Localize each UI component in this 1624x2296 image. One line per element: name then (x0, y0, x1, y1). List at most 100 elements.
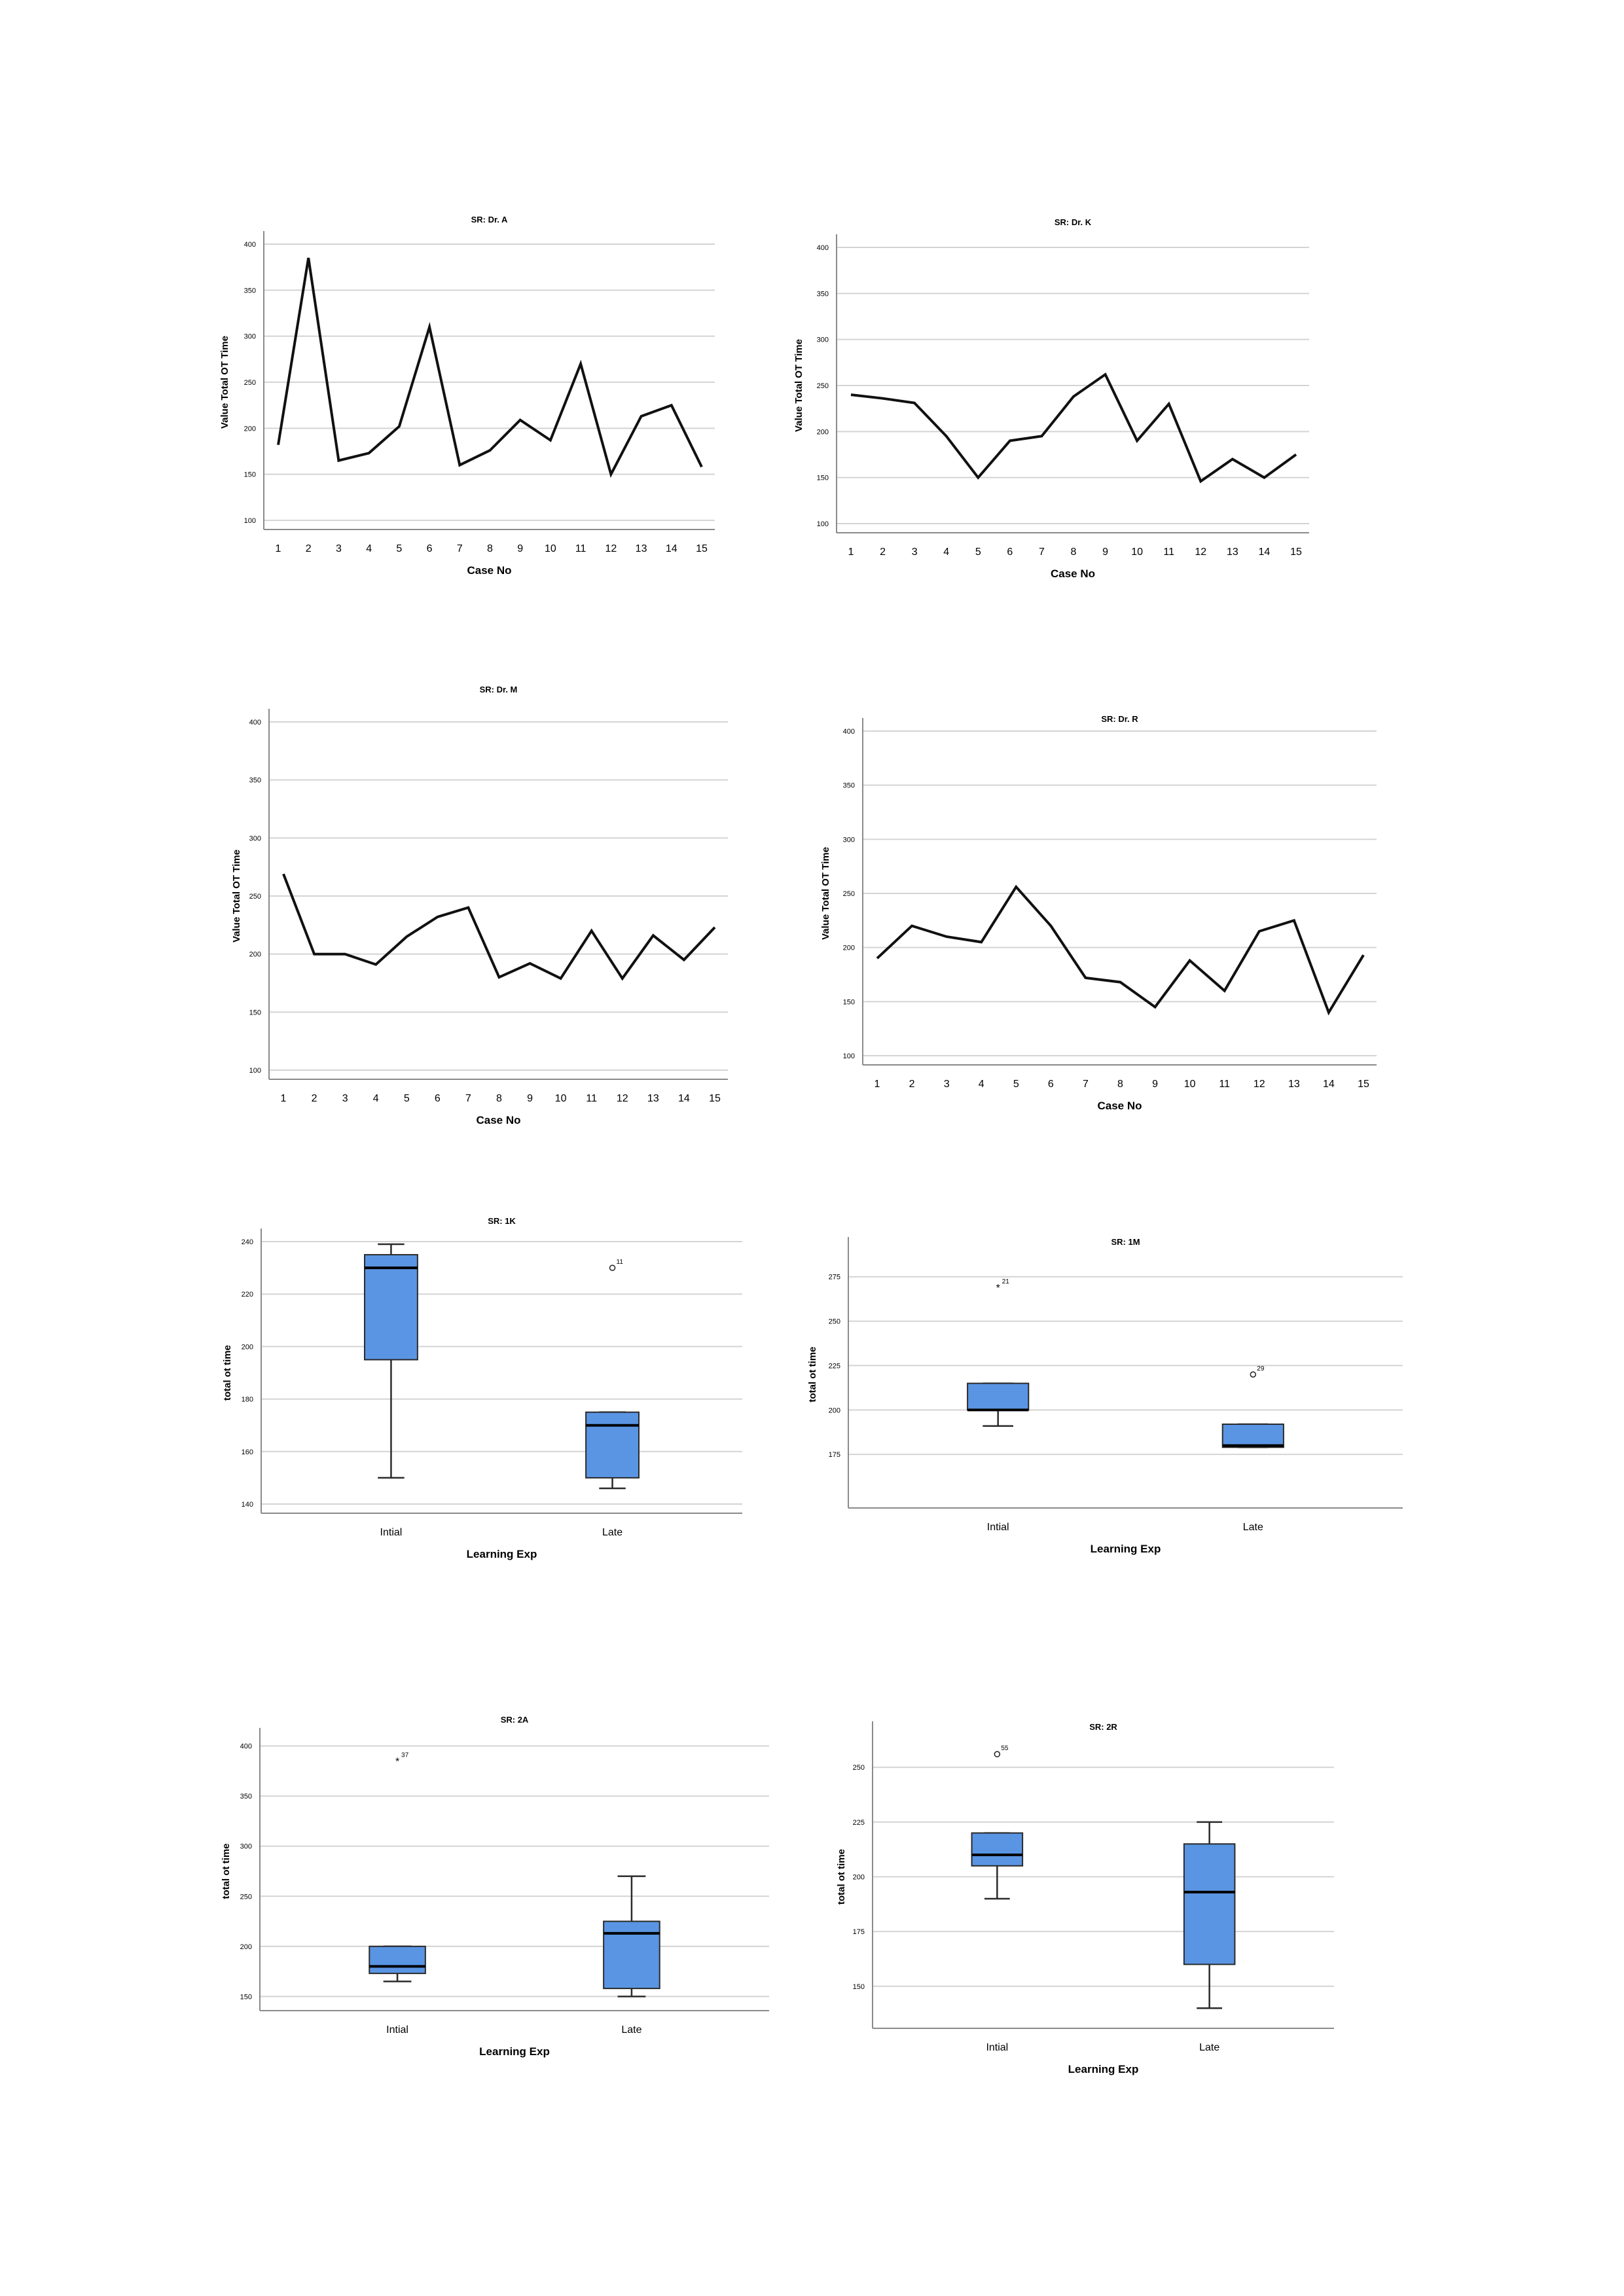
outlier-label: 37 (401, 1752, 409, 1759)
series-line (850, 372, 1297, 484)
x-tick-label: 2 (312, 1093, 317, 1104)
y-tick-label: 175 (829, 1451, 840, 1459)
outlier-point (1250, 1371, 1257, 1378)
y-tick-label: 200 (829, 1407, 840, 1414)
y-tick-label: 150 (817, 475, 829, 482)
y-tick-label: 100 (843, 1052, 855, 1060)
x-axis-label: Learning Exp (1091, 1543, 1161, 1555)
x-tick-label: 10 (545, 543, 556, 554)
box-late (1183, 1821, 1236, 2009)
y-tick-label: 300 (240, 1843, 252, 1851)
x-tick-label: Intial (986, 2042, 1008, 2053)
x-tick-label: 3 (944, 1079, 950, 1090)
y-tick-label: 150 (853, 1983, 865, 1991)
box-intial: 55 (971, 1745, 1024, 1900)
x-tick-label: 15 (1358, 1079, 1369, 1090)
x-tick-label: 11 (1219, 1079, 1230, 1090)
outlier-point (994, 1751, 1001, 1757)
x-tick-label: 3 (342, 1093, 348, 1104)
x-tick-label: 10 (1184, 1079, 1196, 1090)
x-tick-label: 9 (527, 1093, 533, 1104)
x-tick-label: 6 (1007, 547, 1013, 558)
y-tick-label: 200 (242, 1343, 253, 1351)
chart-panel-8: 150 175 200 225 250 SR: 2R total ot time Intial… (836, 1721, 1334, 2075)
outlier-label: 11 (617, 1259, 624, 1266)
y-tick-label: 200 (843, 944, 855, 952)
x-tick-label: Late (1243, 1522, 1263, 1533)
y-tick-label: 400 (817, 244, 829, 252)
y-tick-label: 250 (853, 1764, 865, 1772)
chart-panel-7: 150 200 250 300 350 400 SR: 2A total ot time Int… (221, 1715, 769, 2058)
x-axis-label: Case No (467, 564, 511, 577)
x-axis-label: Case No (1097, 1100, 1142, 1112)
y-axis-label: total ot time (221, 1844, 232, 1899)
y-tick-label: 100 (244, 517, 256, 525)
x-tick-label: 5 (1013, 1079, 1019, 1090)
y-tick-label: 175 (853, 1928, 865, 1936)
box-iqr (971, 1832, 1024, 1867)
y-tick-label: 250 (843, 890, 855, 898)
x-tick-label: 12 (617, 1093, 628, 1104)
x-tick-label: 7 (1083, 1079, 1089, 1090)
x-tick-label: 8 (496, 1093, 502, 1104)
y-tick-label: 160 (242, 1448, 253, 1456)
x-tick-label: 5 (975, 547, 981, 558)
box-iqr (364, 1254, 418, 1361)
x-tick-label: 1 (281, 1093, 287, 1104)
y-tick-label: 350 (817, 290, 829, 298)
chart-title: SR: Dr. K (1055, 217, 1092, 227)
y-tick-label: 100 (817, 520, 829, 528)
chart-panel-4: 100 150 200 250 300 350 400 SR: Dr. R Value Tota… (820, 714, 1377, 1112)
box-iqr (1183, 1843, 1236, 1965)
outlier-point (609, 1265, 616, 1271)
series-line (282, 873, 716, 981)
box-iqr (603, 1920, 660, 1990)
x-axis-label: Learning Exp (467, 1548, 537, 1560)
y-tick-label: 300 (244, 333, 256, 341)
y-tick-label: 150 (843, 998, 855, 1006)
y-axis-label: Value Total OT Time (820, 847, 831, 940)
x-tick-label: 14 (678, 1093, 690, 1104)
x-tick-label: Late (1199, 2042, 1219, 2053)
x-tick-label: 7 (457, 543, 463, 554)
x-tick-label: Intial (380, 1527, 403, 1538)
y-tick-label: 200 (240, 1943, 252, 1951)
chart-panel-5: 140 160 180 200 220 240 SR: 1K total ot time Int… (222, 1216, 742, 1560)
box-iqr (369, 1945, 426, 1975)
x-tick-label: 15 (1290, 547, 1302, 558)
x-tick-label: 13 (1288, 1079, 1300, 1090)
box-iqr (1221, 1424, 1284, 1448)
x-tick-label: 14 (1323, 1079, 1335, 1090)
y-tick-label: 225 (853, 1819, 865, 1827)
y-tick-label: 250 (829, 1318, 840, 1326)
x-tick-label: 7 (1039, 547, 1045, 558)
y-axis-label: total ot time (807, 1347, 818, 1403)
y-tick-label: 350 (249, 777, 261, 785)
x-tick-label: 4 (943, 547, 949, 558)
x-tick-label: 12 (605, 543, 617, 554)
x-tick-label: 15 (696, 543, 708, 554)
chart-title: SR: Dr. M (480, 685, 518, 694)
series-line (277, 257, 703, 478)
y-tick-label: 240 (242, 1238, 253, 1246)
x-tick-label: 12 (1254, 1079, 1265, 1090)
y-tick-label: 200 (853, 1874, 865, 1882)
y-tick-label: 180 (242, 1396, 253, 1404)
y-tick-label: 250 (817, 382, 829, 390)
x-tick-label: Late (621, 2024, 641, 2036)
x-tick-label: 1 (848, 547, 854, 558)
outlier-label: 29 (1257, 1365, 1265, 1372)
chart-title: SR: 2A (501, 1715, 529, 1725)
outlier-label: 55 (1001, 1745, 1009, 1752)
x-tick-label: 11 (575, 543, 586, 554)
chart-title: SR: Dr. A (471, 215, 508, 224)
y-tick-label: 225 (829, 1362, 840, 1370)
x-tick-label: 6 (1048, 1079, 1054, 1090)
y-tick-label: 200 (817, 428, 829, 436)
x-tick-label: 4 (373, 1093, 379, 1104)
y-axis-label: Value Total OT Time (219, 336, 230, 429)
series-line (876, 884, 1365, 1016)
x-tick-label: 5 (404, 1093, 410, 1104)
y-tick-label: 250 (244, 379, 256, 387)
x-tick-label: 15 (709, 1093, 721, 1104)
